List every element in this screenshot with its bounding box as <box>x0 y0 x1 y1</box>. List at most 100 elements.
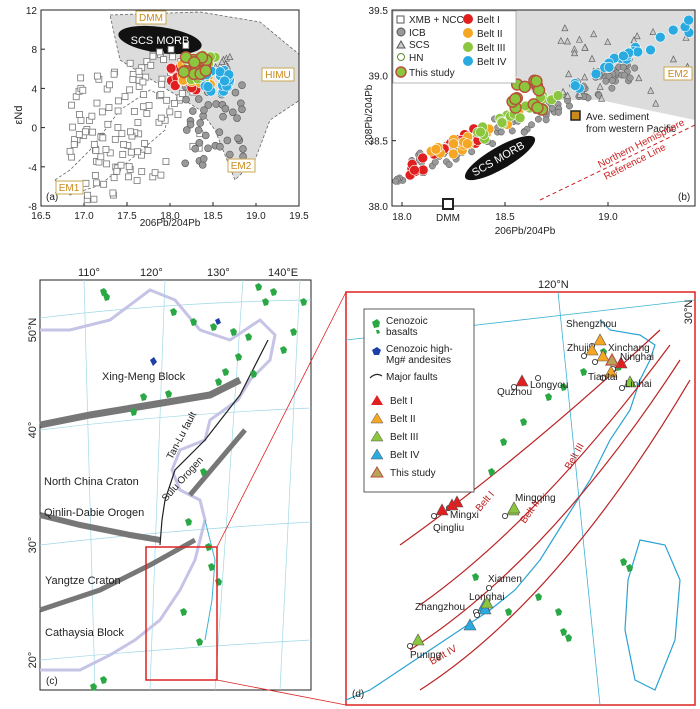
panel-a-square-point <box>169 53 176 61</box>
panel-b-icb-point <box>528 121 535 129</box>
panel-a-x-tick-label: 16.5 <box>31 211 51 222</box>
panel-a-square-point <box>139 103 147 111</box>
lon-tick-120: 120° <box>140 267 163 279</box>
legend-square <box>396 15 405 24</box>
panel-b-x-label: 206Pb/204Pb <box>495 226 556 237</box>
panel-a-square-point <box>110 70 118 78</box>
site-dot <box>600 374 607 381</box>
panel-d: Belt I Belt II Belt III Belt IV 120°N 30… <box>345 279 696 706</box>
sample-triangle <box>480 596 494 609</box>
legend-faults: Major faults <box>386 372 438 383</box>
sample-triangle <box>463 618 477 631</box>
panel-b-scs-point <box>604 38 612 46</box>
sediment-label-1: Ave. sediment <box>586 112 649 123</box>
panel-a: 12 8 4 0 -4 -816.5 17.5 18.5 19.5 17.0 18.0 19.0 εN… <box>13 6 309 229</box>
panel-a-icb-point <box>223 136 232 145</box>
place-label: Ninghai <box>620 352 654 363</box>
panel-c-basalt-blob <box>210 323 217 331</box>
panel-a-square-point <box>182 42 190 49</box>
panel-b-scs-point <box>596 82 604 90</box>
panel-a-square-point <box>125 173 132 181</box>
legend-d-belt-iii: Belt III <box>390 432 418 443</box>
panel-a-square-point <box>147 61 155 69</box>
panel-b-belt-point <box>462 138 473 150</box>
panel-b-scs-point <box>581 43 589 51</box>
panel-b-scs-point <box>561 24 569 32</box>
panel-b-scs-point <box>647 86 655 94</box>
panel-a-square-point <box>93 179 100 187</box>
panel-a-square-point <box>156 48 163 56</box>
panel-b-scs-point <box>557 36 565 44</box>
panel-a-icb-point <box>200 106 208 114</box>
panel-b-belt-point <box>448 148 459 160</box>
panel-a-square-point <box>106 149 114 157</box>
panel-a-square-point <box>143 110 151 117</box>
panel-a-y-tick-label: 0 <box>31 124 37 135</box>
legend-xmb-ncc: XMB + NCC <box>409 15 464 26</box>
panel-c-basalt-blob <box>250 370 257 378</box>
panel-a-label: (a) <box>46 192 58 203</box>
panel-b-icb-point <box>431 158 439 166</box>
panel-b-label: (b) <box>678 192 690 203</box>
panel-a-x-minor-label: 19.0 <box>246 211 266 222</box>
zoom-line-bottom <box>216 679 347 706</box>
place-label: Shengzhou <box>566 319 617 330</box>
panel-c-basalt-blob <box>196 638 203 646</box>
em2-label-b: EM2 <box>668 69 689 80</box>
panel-a-icb-point <box>182 126 191 134</box>
panel-c-basalt-blob <box>270 288 277 296</box>
panel-a-x-label: 206Pb/204Pb <box>140 218 201 229</box>
panel-a-square-point <box>98 108 106 116</box>
panel-c-qinlin-belt <box>39 512 161 543</box>
panel-b-scs-point <box>590 30 598 38</box>
panel-c-basalt-blob <box>222 368 229 376</box>
panel-c: Xing-Meng Block North China Craton Qinli… <box>27 267 312 691</box>
site-dot <box>485 585 492 592</box>
sample-triangle <box>515 374 529 387</box>
panel-a-icb-point <box>186 120 195 129</box>
panel-a-square-point <box>77 74 85 82</box>
panel-a-square-point <box>174 111 182 118</box>
panel-a-square-point <box>114 97 122 105</box>
panel-a-x-minor-label: 17.0 <box>74 211 94 222</box>
panel-a-y-tick-label: -8 <box>28 202 37 213</box>
legend-belt-i: Belt I <box>477 15 500 26</box>
panel-a-square-point <box>89 128 97 136</box>
sample-triangle <box>411 633 425 646</box>
panel-d-basalt-blob <box>500 438 507 446</box>
label-north-china: North China Craton <box>44 476 139 488</box>
panel-a-x-tick-label: 18.5 <box>203 211 223 222</box>
panel-b-belt-point <box>618 50 629 62</box>
panel-b-scs-point <box>581 73 589 81</box>
panel-a-square-point <box>106 81 113 89</box>
label-xing-meng: Xing-Meng Block <box>102 371 186 383</box>
legend-icb: ICB <box>409 28 426 39</box>
panel-b-scs-point <box>635 74 643 82</box>
panel-a-belt-point <box>165 62 177 74</box>
panel-c-basalt-blob <box>185 518 192 526</box>
panel-a-square-point <box>109 189 117 197</box>
panel-a-square-point <box>166 108 174 116</box>
sample-triangle <box>604 352 620 366</box>
legend-belt-iv: Belt IV <box>477 57 507 68</box>
panel-a-square-point <box>127 128 134 136</box>
panel-b-icb-point <box>542 116 550 124</box>
panel-b-y-tick-label: 38.0 <box>369 202 389 213</box>
panel-d-basalt-blob <box>535 593 542 601</box>
panel-c-basalt-blob <box>190 318 197 326</box>
panel-b-icb-point <box>626 74 634 82</box>
panel-b: 39.5 39.0 38.5 38.018.0 18.5 19.0 208Pb/204Pb… <box>364 6 696 237</box>
panel-a-square-point <box>68 101 75 109</box>
panel-b-belt-point <box>430 144 442 155</box>
panel-a-icb-point <box>199 155 208 163</box>
lon-tick-140: 140°E <box>268 267 298 279</box>
panel-a-y-label: εNd <box>13 106 25 125</box>
panel-a-icb-point <box>231 88 240 97</box>
panel-a-icb-point <box>188 107 197 115</box>
panel-a-square-point <box>114 124 122 131</box>
panel-b-scs-point <box>571 49 579 57</box>
legend-d-belt-iv-icon <box>370 448 384 460</box>
zoom-line-top <box>216 291 347 548</box>
legend-andesites-1: Cenozoic high- <box>386 344 453 355</box>
panel-a-square-point <box>178 90 186 97</box>
